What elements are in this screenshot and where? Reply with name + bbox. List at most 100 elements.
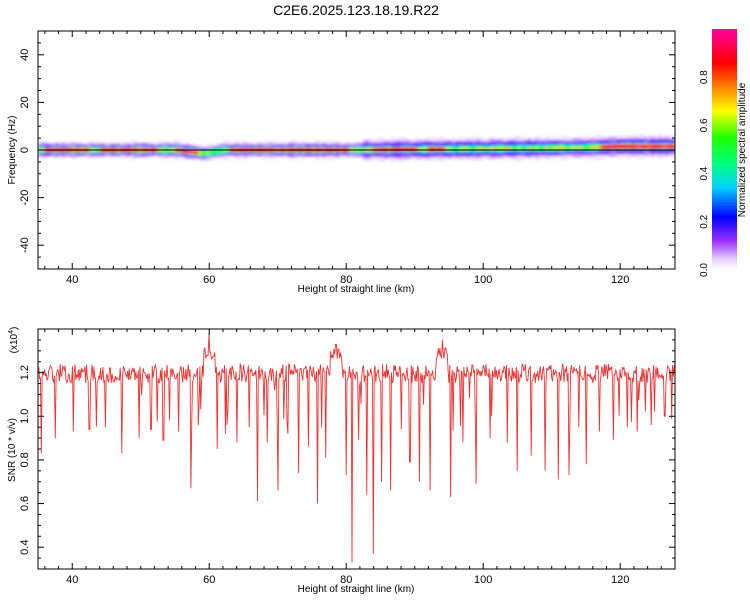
heatmap-cell — [609, 145, 614, 149]
heatmap-y-tick-label: 40 — [19, 49, 31, 61]
snr-y-tick-label: 0.6 — [19, 496, 31, 511]
heatmap-x-tick-label: 80 — [340, 274, 352, 286]
snr-y-tick-label: 0.4 — [19, 540, 31, 555]
heatmap-x-axis-label: Height of straight line (km) — [298, 284, 415, 295]
heatmap-cell — [435, 147, 440, 151]
heatmap-cell — [620, 144, 625, 149]
heatmap-cell — [644, 144, 649, 149]
heatmap-cell — [582, 145, 587, 150]
heatmap-cell — [442, 147, 447, 151]
heatmap-cell — [623, 144, 628, 149]
heatmap-cell — [448, 146, 453, 152]
snr-y-tick-label: 1.2 — [19, 365, 31, 380]
heatmap-cell — [219, 148, 224, 153]
heatmap-cell — [404, 147, 409, 152]
heatmap-cell — [664, 144, 669, 149]
heatmap-cell — [459, 146, 464, 152]
heatmap-cell — [651, 144, 656, 149]
heatmap-cell — [579, 146, 584, 150]
snr-y-tick-label: 0.8 — [19, 452, 31, 467]
snr-series-line — [38, 333, 675, 563]
snr-x-tick-label: 100 — [474, 574, 492, 586]
heatmap-cell — [589, 145, 594, 150]
heatmap-cell — [575, 145, 580, 150]
heatmap-x-tick-label: 40 — [66, 274, 78, 286]
heatmap-band — [38, 133, 675, 163]
colorbar-tick-label: 0.8 — [699, 70, 710, 84]
heatmap-y-tick-label: -20 — [19, 190, 31, 206]
heatmap-y-tick-label: 0 — [19, 147, 31, 153]
heatmap-cell — [671, 144, 675, 149]
heatmap-cell — [428, 147, 433, 151]
heatmap-cell — [202, 151, 207, 156]
heatmap-cell — [445, 146, 450, 152]
heatmap-cell — [421, 147, 426, 152]
snr-x-tick-label: 60 — [203, 574, 215, 586]
heatmap-cell — [603, 145, 608, 149]
heatmap-cell — [555, 145, 560, 151]
heatmap-cell — [407, 147, 412, 152]
snr-panel: 40 60 80 100 120 0.4 0.6 0.8 1.0 1.2 Height of s… — [7, 327, 676, 595]
heatmap-cell — [668, 144, 673, 149]
heatmap-cell — [565, 145, 570, 150]
heatmap-cell — [192, 150, 197, 154]
colorbar-tick-label: 0.0 — [699, 263, 710, 277]
heatmap-x-ticks: 40 60 80 100 120 — [44, 31, 676, 286]
heatmap-cell — [534, 146, 539, 151]
heatmap-cell — [606, 145, 611, 149]
snr-x-axis-label: Height of straight line (km) — [298, 584, 415, 595]
heatmap-cell — [195, 151, 200, 155]
heatmap-y-ticks: -40 -20 0 20 40 — [19, 30, 675, 270]
heatmap-cell — [520, 146, 525, 151]
heatmap-cell — [633, 144, 638, 149]
heatmap-cell — [198, 150, 203, 156]
heatmap-cell — [205, 150, 210, 156]
heatmap-cell — [503, 147, 508, 150]
heatmap-panel: 40 60 80 100 120 -40 -20 0 20 40 Height of strai… — [7, 30, 676, 295]
heatmap-cell — [452, 146, 457, 152]
heatmap-cell — [616, 144, 621, 149]
heatmap-cell — [476, 146, 481, 152]
heatmap-y-axis-label: Frequency (Hz) — [7, 116, 18, 185]
heatmap-cell — [424, 147, 430, 151]
colorbar-tick-label: 0.2 — [699, 214, 710, 228]
heatmap-cell — [538, 146, 543, 151]
heatmap-cell — [500, 146, 505, 151]
colorbar-gradient — [712, 29, 737, 270]
heatmap-cell — [418, 147, 423, 152]
heatmap-cell — [568, 145, 573, 150]
heatmap-cell — [558, 146, 563, 150]
heatmap-cell — [640, 144, 645, 149]
heatmap-cell — [490, 146, 495, 151]
snr-y-multiplier: (x104) — [8, 327, 20, 354]
heatmap-cell — [216, 149, 221, 154]
heatmap-cell — [188, 150, 193, 154]
heatmap-cell — [627, 144, 632, 149]
heatmap-cell — [510, 146, 515, 151]
heatmap-cell — [596, 145, 601, 150]
heatmap-cell — [507, 147, 512, 150]
heatmap-cell — [561, 145, 567, 151]
heatmap-cell — [637, 144, 642, 149]
heatmap-cell — [483, 146, 488, 151]
colorbar: 0.0 0.2 0.4 0.6 0.8 Normalized spectral ampl… — [699, 29, 748, 277]
heatmap-cell — [209, 150, 214, 155]
heatmap-cell — [496, 146, 501, 151]
heatmap-cell — [613, 145, 618, 149]
heatmap-x-tick-label: 100 — [474, 274, 492, 286]
heatmap-cell — [524, 146, 529, 151]
heatmap-cell — [472, 146, 477, 152]
heatmap-cell — [647, 144, 652, 149]
heatmap-cell — [414, 147, 419, 152]
heatmap-x-tick-label: 120 — [611, 274, 629, 286]
heatmap-cell — [531, 146, 536, 151]
heatmap-cell — [479, 147, 484, 151]
heatmap-cell — [411, 147, 416, 152]
heatmap-cell — [514, 146, 519, 151]
heatmap-cell — [469, 146, 474, 152]
heatmap-cell — [455, 146, 460, 152]
colorbar-ticks: 0.0 0.2 0.4 0.6 0.8 — [699, 70, 710, 277]
heatmap-cell — [657, 144, 662, 149]
heatmap-cell — [551, 145, 556, 151]
